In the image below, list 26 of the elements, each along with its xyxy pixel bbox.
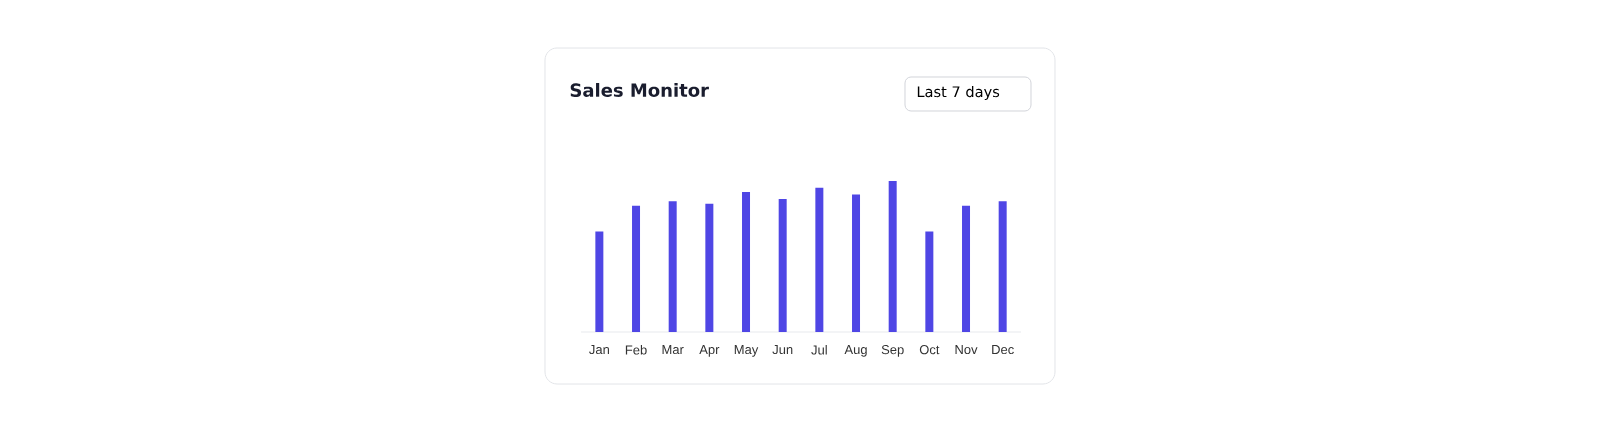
bar [632, 205, 641, 332]
bar [742, 192, 751, 332]
bar [815, 187, 824, 332]
x-tick-label: Oct [919, 345, 940, 355]
x-tick-label: Feb [625, 345, 647, 355]
bar [925, 231, 934, 332]
x-tick-label: May [734, 345, 759, 357]
x-tick-label: Jul [811, 345, 827, 355]
x-tick-label: Apr [699, 345, 720, 357]
bar [888, 180, 897, 332]
x-tick-label: Mar [662, 345, 684, 355]
x-tick-label: Sep [881, 345, 904, 357]
x-tick-label: Jan [589, 345, 609, 355]
x-tick-label: Nov [955, 345, 978, 355]
bar [998, 201, 1007, 332]
text: Last 7 days [917, 85, 1000, 101]
bar [668, 201, 677, 332]
bar [962, 205, 971, 332]
bar [595, 231, 604, 332]
bar [852, 194, 861, 332]
bar [778, 199, 787, 332]
chart-title: Sales Monitor [570, 83, 709, 97]
x-tick-label: Jun [772, 345, 793, 355]
x-tick-label: Dec [992, 345, 1014, 355]
x-tick-label: Aug [844, 345, 867, 357]
bar [705, 203, 714, 332]
